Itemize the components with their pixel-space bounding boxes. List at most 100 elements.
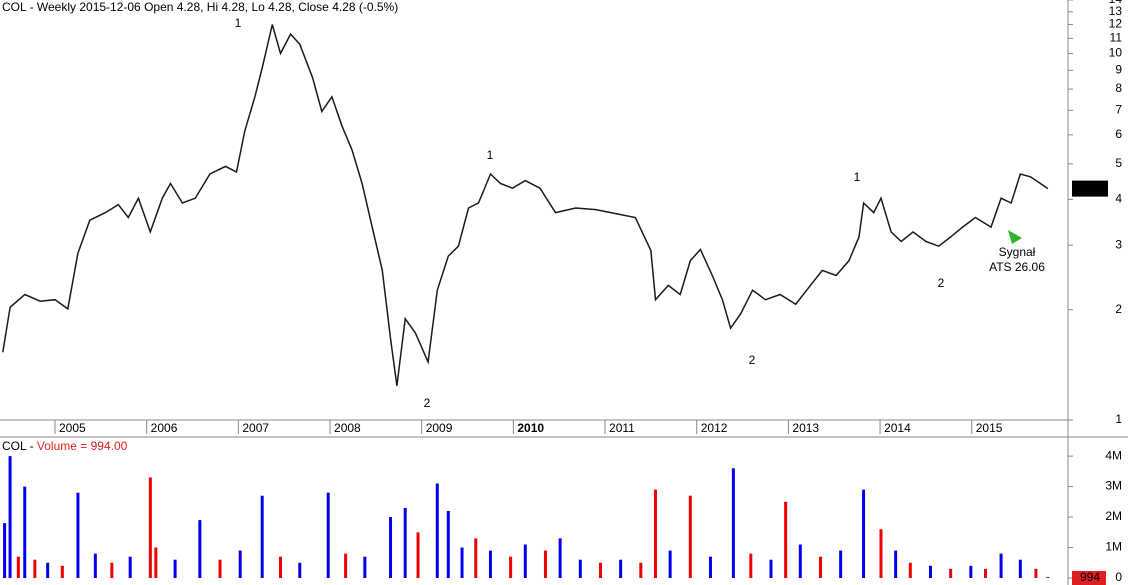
- volume-bar: [839, 550, 843, 578]
- volume-bar: [928, 565, 932, 578]
- volume-bar: [999, 553, 1003, 578]
- volume-bar: [619, 559, 623, 578]
- volume-bar: [749, 553, 753, 578]
- volume-title-value: Volume = 994.00: [37, 439, 128, 453]
- y-tick-label: 1: [1115, 412, 1122, 426]
- y-tick-label: 4M: [1105, 448, 1122, 462]
- x-tick-label: 2009: [426, 421, 453, 435]
- y-tick-label: 12: [1109, 17, 1123, 31]
- volume-bar: [403, 507, 407, 578]
- y-tick-label: 6: [1115, 127, 1122, 141]
- volume-bar: [688, 495, 692, 578]
- volume-bar: [558, 538, 562, 578]
- volume-bar: [708, 556, 712, 578]
- volume-bar: [76, 492, 80, 578]
- volume-bar: [148, 477, 152, 578]
- signal-arrow: [1008, 230, 1022, 244]
- volume-bar: [543, 550, 547, 578]
- annotation: 1: [235, 16, 242, 30]
- volume-bar: [731, 468, 735, 578]
- volume-bar: [260, 495, 264, 578]
- volume-bar: [983, 568, 987, 578]
- annotation: 1: [487, 148, 494, 162]
- volume-bar: [446, 510, 450, 578]
- volume-bar: [128, 556, 132, 578]
- annotation: 2: [749, 353, 756, 367]
- annotation: Sygnał: [999, 245, 1036, 259]
- x-tick-label: 2011: [609, 421, 635, 435]
- volume-bar: [653, 489, 657, 578]
- volume-bar: [110, 562, 114, 578]
- y-tick-label: 5: [1115, 156, 1122, 170]
- volume-title-prefix: COL -: [2, 439, 34, 453]
- volume-bar: [1018, 559, 1022, 578]
- x-tick-label: 2015: [976, 421, 1003, 435]
- volume-bar: [949, 568, 953, 578]
- volume-bar: [279, 556, 283, 578]
- volume-bar: [879, 529, 883, 578]
- last-volume-badge: [1072, 571, 1106, 585]
- volume-bar: [908, 562, 912, 578]
- volume-bar: [894, 550, 898, 578]
- volume-bar: [784, 501, 788, 578]
- y-tick-label: 13: [1109, 4, 1123, 18]
- volume-title: COL - Volume = 994.00: [2, 439, 128, 453]
- last-price-label: 4.28: [1079, 181, 1103, 195]
- volume-bar: [33, 559, 37, 578]
- annotation: 1: [854, 170, 861, 184]
- volume-bar: [218, 559, 222, 578]
- x-tick-label: 2006: [151, 421, 178, 435]
- x-tick-label: 2013: [792, 421, 819, 435]
- annotation: 2: [938, 276, 945, 290]
- volume-bar: [598, 562, 602, 578]
- y-tick-label: 7: [1115, 102, 1122, 116]
- volume-bar: [16, 556, 20, 578]
- y-tick-label: 2M: [1105, 509, 1122, 523]
- y-tick-label: 9: [1115, 62, 1122, 76]
- y-tick-label: 14: [1109, 0, 1123, 6]
- annotation: 2: [424, 396, 431, 410]
- y-tick-label: 1M: [1105, 540, 1122, 554]
- y-tick-label: 8: [1115, 81, 1122, 95]
- volume-bar: [1046, 577, 1050, 578]
- last-price-badge: [1072, 180, 1108, 197]
- volume-bar: [8, 456, 12, 578]
- x-tick-label: 2012: [701, 421, 728, 435]
- chart-title: COL - Weekly 2015-12-06 Open 4.28, Hi 4.…: [2, 0, 398, 14]
- volume-bar: [363, 556, 367, 578]
- volume-bar: [60, 565, 64, 578]
- y-tick-label: 3: [1115, 237, 1122, 251]
- volume-bar: [523, 544, 527, 578]
- volume-bar: [93, 553, 97, 578]
- volume-bar: [1034, 568, 1038, 578]
- y-tick-label: 2: [1115, 302, 1122, 316]
- volume-bar: [460, 547, 464, 578]
- y-tick-label: 0: [1115, 570, 1122, 584]
- volume-bar: [23, 486, 27, 578]
- volume-bar: [639, 562, 643, 578]
- volume-bar: [416, 532, 420, 578]
- volume-bar: [862, 489, 866, 578]
- volume-bar: [3, 523, 7, 578]
- volume-bar: [509, 556, 513, 578]
- volume-bar: [969, 565, 973, 578]
- volume-bar: [344, 553, 348, 578]
- volume-bar: [198, 520, 202, 578]
- volume-bar: [818, 556, 822, 578]
- volume-bar: [46, 562, 50, 578]
- x-tick-label: 2007: [242, 421, 269, 435]
- volume-bar: [154, 547, 158, 578]
- volume-bar: [238, 550, 242, 578]
- y-tick-label: 10: [1109, 46, 1123, 60]
- volume-bar: [435, 483, 439, 578]
- y-tick-label: 3M: [1105, 479, 1122, 493]
- last-volume-label: 994: [1080, 570, 1100, 584]
- y-tick-label: 4: [1115, 192, 1122, 206]
- x-tick-label: 2008: [334, 421, 361, 435]
- volume-bar: [173, 559, 177, 578]
- volume-bar: [668, 550, 672, 578]
- volume-bar: [474, 538, 478, 578]
- volume-bar: [578, 559, 582, 578]
- x-tick-label: 2010: [517, 421, 544, 435]
